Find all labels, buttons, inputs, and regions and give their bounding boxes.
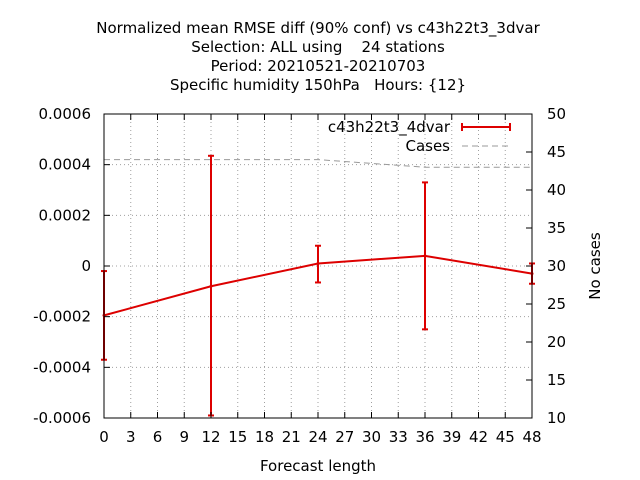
x-tick-label: 39 [442, 428, 461, 446]
y-tick-label: 0.0002 [39, 206, 92, 224]
y2-tick-label: 35 [547, 219, 566, 237]
y2-tick-label: 50 [547, 105, 566, 123]
chart-title: Normalized mean RMSE diff (90% conf) vs … [96, 19, 540, 94]
legend-label-series-2: Cases [405, 137, 450, 155]
y-tick-label: -0.0004 [33, 358, 91, 376]
x-axis-label: Forecast length [260, 457, 376, 475]
x-tick-label: 30 [362, 428, 381, 446]
data-point [316, 261, 320, 265]
x-tick-label: 48 [522, 428, 541, 446]
x-tick-label: 24 [308, 428, 327, 446]
x-tick-label: 9 [179, 428, 189, 446]
x-tick-label: 15 [228, 428, 247, 446]
x-tick-label: 18 [255, 428, 274, 446]
y-tick-label: 0.0006 [39, 105, 92, 123]
y-tick-label: -0.0002 [33, 308, 91, 326]
axis-ticks: 0 3 6 9 12 15 18 21 24 27 30 33 36 39 42 45 48-0.0006-0.… [33, 105, 566, 446]
title-line-3: Period: 20210521-20210703 [211, 57, 426, 75]
y2-tick-label: 40 [547, 181, 566, 199]
y2-tick-label: 10 [547, 409, 566, 427]
x-tick-label: 42 [469, 428, 488, 446]
y-tick-label: 0.0004 [39, 156, 92, 174]
x-tick-label: 33 [389, 428, 408, 446]
cases-line [104, 159, 532, 168]
legend-label-series-1: c43h22t3_4dvar [328, 118, 451, 137]
legend: c43h22t3_4dvar Cases [328, 118, 511, 155]
x-tick-label: 6 [153, 428, 163, 446]
y2-tick-label: 20 [547, 333, 566, 351]
y2-tick-label: 45 [547, 143, 566, 161]
data-point [209, 284, 213, 288]
title-line-1: Normalized mean RMSE diff (90% conf) vs … [96, 19, 540, 38]
y2-tick-label: 25 [547, 295, 566, 313]
x-tick-label: 27 [335, 428, 354, 446]
y-tick-label: -0.0006 [33, 409, 91, 427]
y2-axis-label: No cases [586, 232, 604, 300]
x-tick-label: 0 [99, 428, 109, 446]
y-tick-label: 0 [81, 257, 91, 275]
x-tick-label: 12 [201, 428, 220, 446]
title-line-4: Specific humidity 150hPa Hours: {12} [170, 76, 466, 94]
x-tick-label: 21 [282, 428, 301, 446]
x-tick-label: 45 [496, 428, 515, 446]
x-tick-label: 36 [415, 428, 434, 446]
data-point [423, 254, 427, 258]
y2-tick-label: 30 [547, 257, 566, 275]
error-bar [422, 181, 428, 331]
y2-tick-label: 15 [547, 371, 566, 389]
x-tick-label: 3 [126, 428, 136, 446]
title-line-2: Selection: ALL using 24 stations [191, 38, 445, 56]
error-bar [315, 244, 321, 284]
